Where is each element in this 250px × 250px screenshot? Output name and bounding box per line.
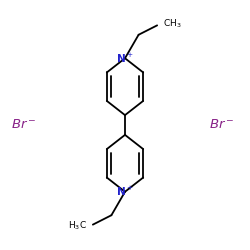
Text: Br$^-$: Br$^-$ — [11, 118, 36, 132]
Text: CH$_3$: CH$_3$ — [163, 18, 182, 30]
Text: Br$^-$: Br$^-$ — [209, 118, 234, 132]
Text: N$^+$: N$^+$ — [116, 52, 134, 65]
Text: N$^+$: N$^+$ — [116, 185, 134, 198]
Text: H$_3$C: H$_3$C — [68, 220, 87, 232]
